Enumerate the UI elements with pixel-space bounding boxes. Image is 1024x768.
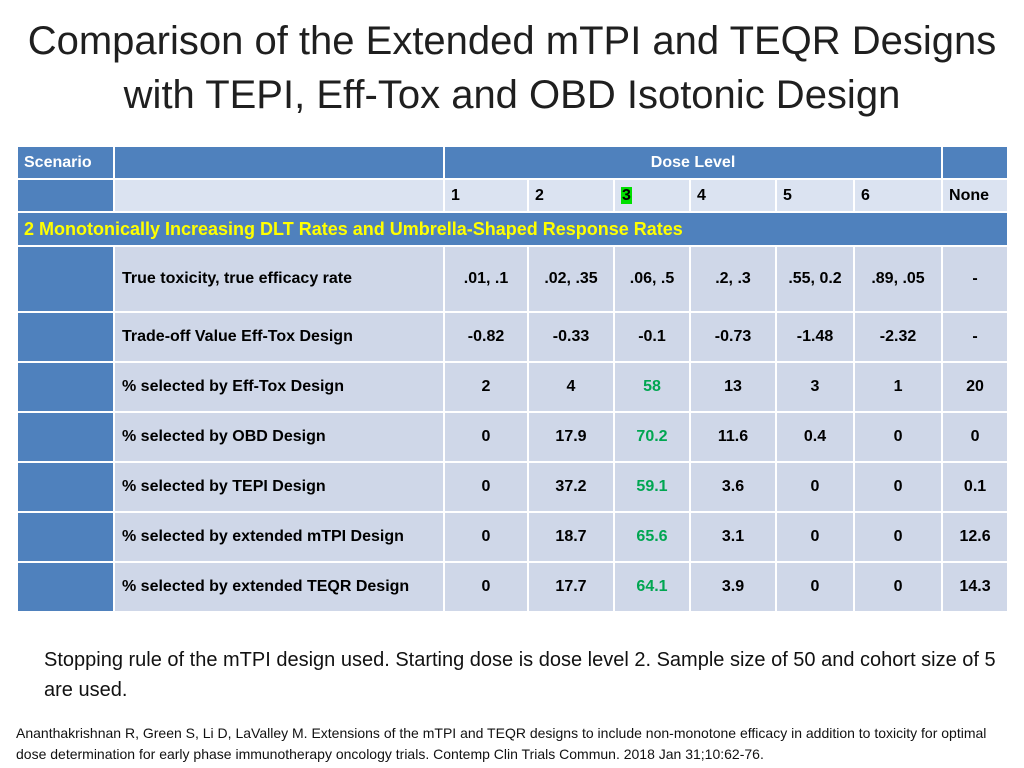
scenario-cell — [16, 245, 115, 313]
value-cell: 3.1 — [689, 511, 777, 563]
row-label: % selected by OBD Design — [113, 411, 445, 463]
value-cell: 0.4 — [775, 411, 855, 463]
value-cell: 58 — [613, 361, 691, 413]
value-cell: 0 — [941, 411, 1010, 463]
dose-level-1: 1 — [443, 178, 529, 213]
dose-level-none: None — [941, 178, 1010, 213]
table-row: True toxicity, true efficacy rate .01, .1… — [16, 245, 1010, 313]
value-cell: 37.2 — [527, 461, 615, 513]
scenario-cell — [16, 411, 115, 463]
table-row: % selected by extended TEQR Design 0 17.7 6… — [16, 561, 1010, 613]
value-cell: - — [941, 311, 1010, 363]
row-label: % selected by TEPI Design — [113, 461, 445, 513]
value-cell: -0.82 — [443, 311, 529, 363]
section-row: 2 Monotonically Increasing DLT Rates and… — [15, 211, 1010, 247]
value-cell: 3.9 — [689, 561, 777, 613]
value-cell: 12.6 — [941, 511, 1010, 563]
value-cell: .06, .5 — [613, 245, 691, 313]
value-cell: 59.1 — [613, 461, 691, 513]
title-line-2: with TEPI, Eff-Tox and OBD Isotonic Desi… — [123, 73, 901, 117]
table-row: % selected by extended mTPI Design 0 18.7 6… — [16, 511, 1010, 563]
sub-blank-1 — [16, 178, 115, 213]
value-cell: .89, .05 — [852, 245, 944, 313]
value-cell: 64.1 — [613, 561, 691, 613]
value-cell: 0 — [775, 561, 855, 613]
title-line-1: Comparison of the Extended mTPI and TEQR… — [27, 19, 997, 63]
dose-level-row: 1 2 3 4 5 6 None — [16, 178, 1010, 213]
header-blank-end — [941, 145, 1010, 180]
value-cell: 20 — [941, 361, 1010, 413]
value-cell: 65.6 — [613, 511, 691, 563]
sub-blank-2 — [113, 178, 445, 213]
scenario-header: Scenario — [16, 145, 115, 180]
value-cell: 0 — [852, 461, 944, 513]
dose-level-4: 4 — [689, 178, 777, 213]
value-cell: 0 — [852, 411, 944, 463]
value-cell: -1.48 — [775, 311, 855, 363]
value-cell: -0.73 — [689, 311, 777, 363]
citation: Ananthakrishnan R, Green S, Li D, LaVall… — [16, 725, 987, 762]
value-cell: 17.9 — [527, 411, 615, 463]
value-cell: 13 — [689, 361, 777, 413]
value-cell: 1 — [852, 361, 944, 413]
value-cell: 0 — [775, 511, 855, 563]
row-label: % selected by extended mTPI Design — [113, 511, 445, 563]
value-cell: 11.6 — [689, 411, 777, 463]
table-row: % selected by OBD Design 0 17.9 70.2 11.6 0.4… — [16, 411, 1010, 463]
scenario-cell — [16, 511, 115, 563]
scenario-cell — [16, 561, 115, 613]
value-cell: -2.32 — [852, 311, 944, 363]
stopping-rule-note: Stopping rule of the mTPI design used. S… — [44, 649, 996, 701]
dose-level-6: 6 — [852, 178, 944, 213]
value-cell: - — [941, 245, 1010, 313]
value-cell: .01, .1 — [443, 245, 529, 313]
value-cell: .2, .3 — [689, 245, 777, 313]
value-cell: -0.1 — [613, 311, 691, 363]
value-cell: .02, .35 — [527, 245, 615, 313]
value-cell: -0.33 — [527, 311, 615, 363]
value-cell: 0 — [443, 411, 529, 463]
scenario-cell — [16, 311, 115, 363]
value-cell: 70.2 — [613, 411, 691, 463]
header-blank — [113, 145, 445, 180]
value-cell: 4 — [527, 361, 615, 413]
value-cell: 0.1 — [941, 461, 1010, 513]
value-cell: 0 — [443, 511, 529, 563]
table-row: % selected by TEPI Design 0 37.2 59.1 3.6 0 0 0… — [16, 461, 1010, 513]
row-label: % selected by Eff-Tox Design — [113, 361, 445, 413]
value-cell: 14.3 — [941, 561, 1010, 613]
dose-level-3-highlight: 3 — [621, 186, 632, 204]
value-cell: 0 — [852, 511, 944, 563]
value-cell: 0 — [443, 461, 529, 513]
value-cell: 18.7 — [527, 511, 615, 563]
table-row: % selected by Eff-Tox Design 2 4 58 13 3 1 20 — [16, 361, 1010, 413]
row-label: % selected by extended TEQR Design — [113, 561, 445, 613]
comparison-table: Scenario Dose Level 1 2 3 4 5 6 None 2 M… — [15, 145, 1010, 613]
dose-level-header: Dose Level — [442, 145, 944, 180]
scenario-cell — [16, 461, 115, 513]
value-cell: 0 — [852, 561, 944, 613]
value-cell: 3 — [775, 361, 855, 413]
value-cell: 2 — [443, 361, 529, 413]
value-cell: 3.6 — [689, 461, 777, 513]
slide-title: Comparison of the Extended mTPI and TEQR… — [0, 14, 1024, 122]
row-label: True toxicity, true efficacy rate — [113, 245, 445, 313]
value-cell: 0 — [775, 461, 855, 513]
dose-level-3: 3 — [613, 178, 691, 213]
value-cell: 0 — [443, 561, 529, 613]
row-label: Trade-off Value Eff-Tox Design — [113, 311, 445, 363]
table-body: True toxicity, true efficacy rate .01, .1… — [16, 245, 1010, 613]
value-cell: .55, 0.2 — [775, 245, 855, 313]
scenario-cell — [16, 361, 115, 413]
header-row: Scenario Dose Level — [16, 145, 1010, 180]
section-label: 2 Monotonically Increasing DLT Rates and… — [15, 211, 1010, 247]
dose-level-5: 5 — [775, 178, 855, 213]
value-cell: 17.7 — [527, 561, 615, 613]
dose-level-2: 2 — [527, 178, 615, 213]
table-row: Trade-off Value Eff-Tox Design -0.82 -0.33… — [16, 311, 1010, 363]
